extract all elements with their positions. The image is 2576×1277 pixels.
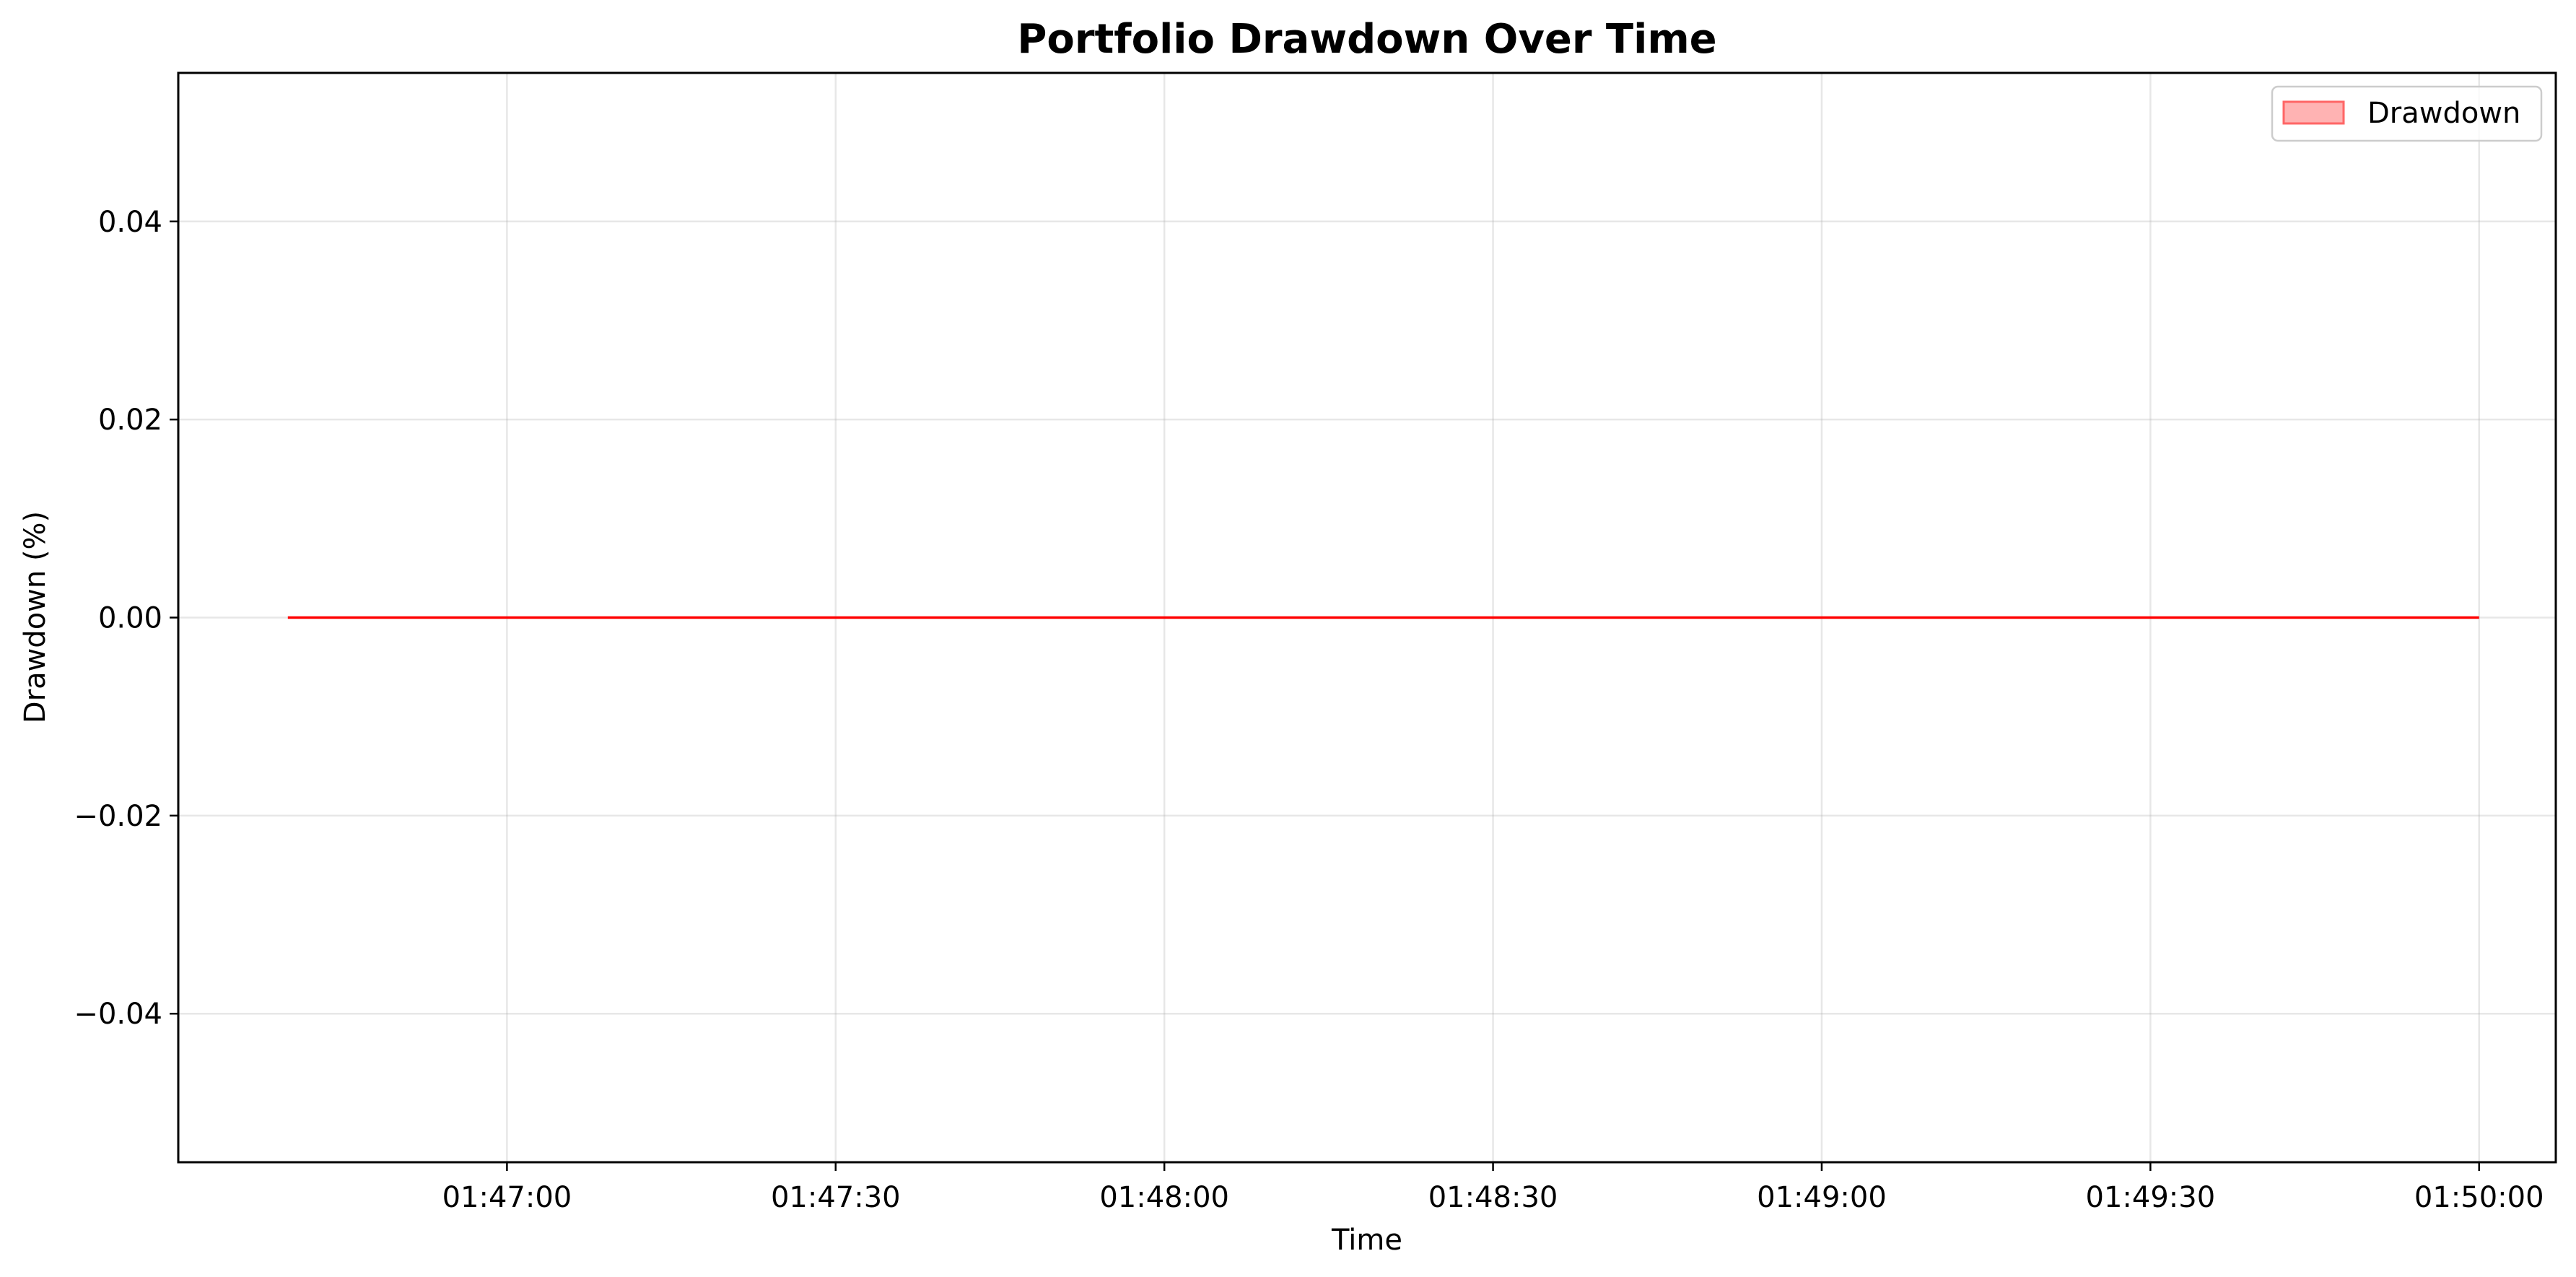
y-tick-label: 0.02 bbox=[98, 404, 162, 437]
x-axis-ticks: 01:47:00 01:47:30 01:48:00 01:48:30 01:49:00… bbox=[442, 1162, 2544, 1214]
x-tick-label: 01:49:00 bbox=[1757, 1181, 1887, 1214]
y-axis-label: Drawdown (%) bbox=[19, 511, 52, 723]
x-tick-label: 01:47:00 bbox=[442, 1181, 572, 1214]
legend-label-drawdown: Drawdown bbox=[2367, 97, 2520, 130]
x-tick-label: 01:48:00 bbox=[1099, 1181, 1229, 1214]
x-axis-label: Time bbox=[1331, 1224, 1402, 1257]
y-axis-ticks: 0.04 0.02 0.00 −0.02 −0.04 bbox=[74, 206, 178, 1031]
x-tick-label: 01:49:30 bbox=[2086, 1181, 2216, 1214]
y-tick-label: −0.04 bbox=[74, 998, 162, 1031]
legend-swatch-drawdown bbox=[2282, 100, 2345, 125]
legend-box bbox=[2271, 85, 2543, 142]
x-tick-label: 01:50:00 bbox=[2414, 1181, 2544, 1214]
y-tick-label: 0.00 bbox=[98, 602, 162, 635]
chart-title: Portfolio Drawdown Over Time bbox=[1017, 16, 1716, 63]
y-tick-label: −0.02 bbox=[74, 800, 162, 833]
legend: Drawdown bbox=[2271, 85, 2543, 142]
x-tick-label: 01:48:30 bbox=[1428, 1181, 1558, 1214]
y-tick-label: 0.04 bbox=[98, 206, 162, 239]
x-tick-label: 01:47:30 bbox=[771, 1181, 901, 1214]
